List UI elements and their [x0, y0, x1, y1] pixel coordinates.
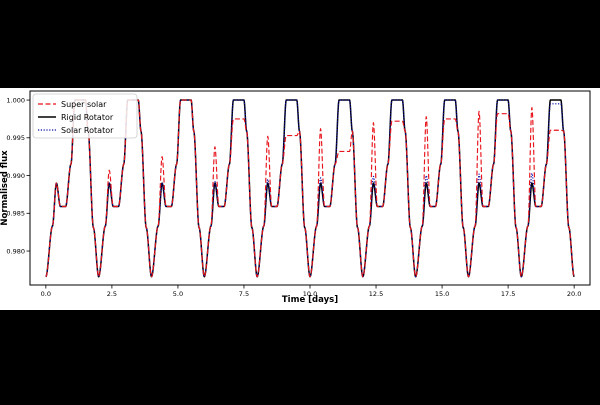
y-axis-label: Normalised flux [0, 150, 10, 226]
x-tick-label: 0.0 [41, 290, 51, 298]
legend-label-super-solar: Super solar [61, 100, 107, 109]
y-tick-label: 0.980 [6, 247, 25, 255]
y-tick-label: 0.990 [6, 172, 25, 180]
x-tick-label: 17.5 [501, 290, 515, 298]
x-tick-label: 2.5 [107, 290, 117, 298]
x-tick-label: 7.5 [239, 290, 249, 298]
y-axis: 0.980 0.985 0.990 0.995 1.000 [6, 96, 30, 255]
x-tick-label: 15.0 [435, 290, 449, 298]
y-tick-label: 0.995 [6, 134, 25, 142]
x-axis: 0.0 2.5 5.0 7.5 10.0 12.5 15.0 17.5 20.0 [41, 285, 581, 298]
legend-label-solar-rotator: Solar Rotator [61, 126, 114, 135]
x-tick-label: 5.0 [173, 290, 183, 298]
x-axis-label: Time [days] [282, 295, 338, 305]
y-tick-label: 0.985 [6, 210, 25, 218]
series-line-super-solar [45, 99, 575, 278]
legend-label-rigid-rotator: Rigid Rotator [61, 113, 114, 122]
x-tick-label: 20.0 [567, 290, 581, 298]
legend-box [32, 93, 138, 139]
x-tick-label: 12.5 [369, 290, 383, 298]
plot-frame [29, 90, 591, 286]
legend: Super solar Rigid Rotator Solar Rotator [32, 93, 138, 139]
y-tick-label: 1.000 [6, 96, 25, 104]
x-tick-label: 10.0 [303, 290, 317, 298]
